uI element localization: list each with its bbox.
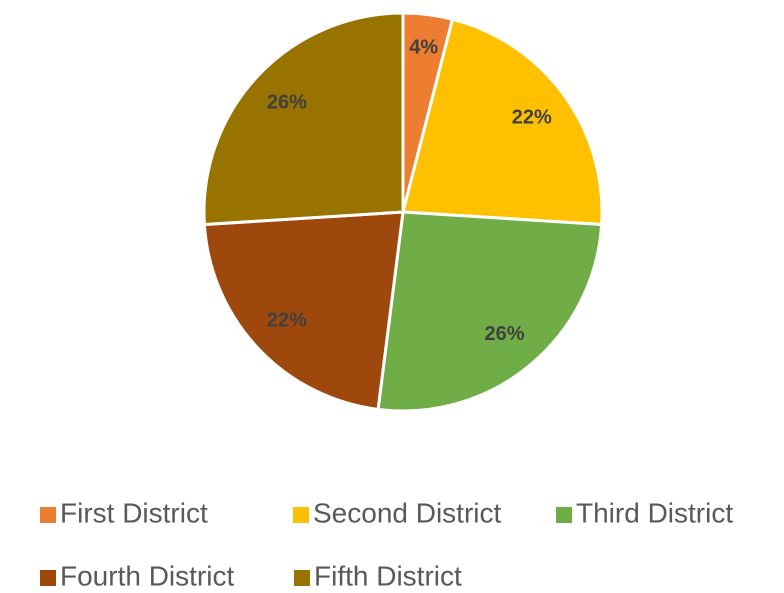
pie-slice bbox=[202, 210, 405, 412]
data-label: 26% bbox=[484, 323, 524, 345]
legend-label: Second District bbox=[313, 497, 502, 528]
legend-label: First District bbox=[60, 497, 208, 528]
data-label: 22% bbox=[267, 309, 307, 331]
legend-swatch bbox=[293, 507, 309, 523]
data-label: 22% bbox=[512, 107, 552, 129]
legend-label: Third District bbox=[576, 497, 733, 528]
pie-slice bbox=[202, 11, 405, 227]
pie-slice bbox=[376, 210, 604, 413]
pie-slice bbox=[401, 17, 604, 227]
legend-swatch bbox=[40, 570, 56, 586]
data-label: 4% bbox=[409, 36, 438, 58]
data-label: 26% bbox=[267, 91, 307, 113]
legend-label: Fifth District bbox=[314, 560, 462, 591]
legend-label: Fourth District bbox=[60, 560, 234, 591]
legend-swatch bbox=[40, 507, 56, 523]
legend-swatch bbox=[294, 570, 310, 586]
legend-swatch bbox=[556, 507, 572, 523]
